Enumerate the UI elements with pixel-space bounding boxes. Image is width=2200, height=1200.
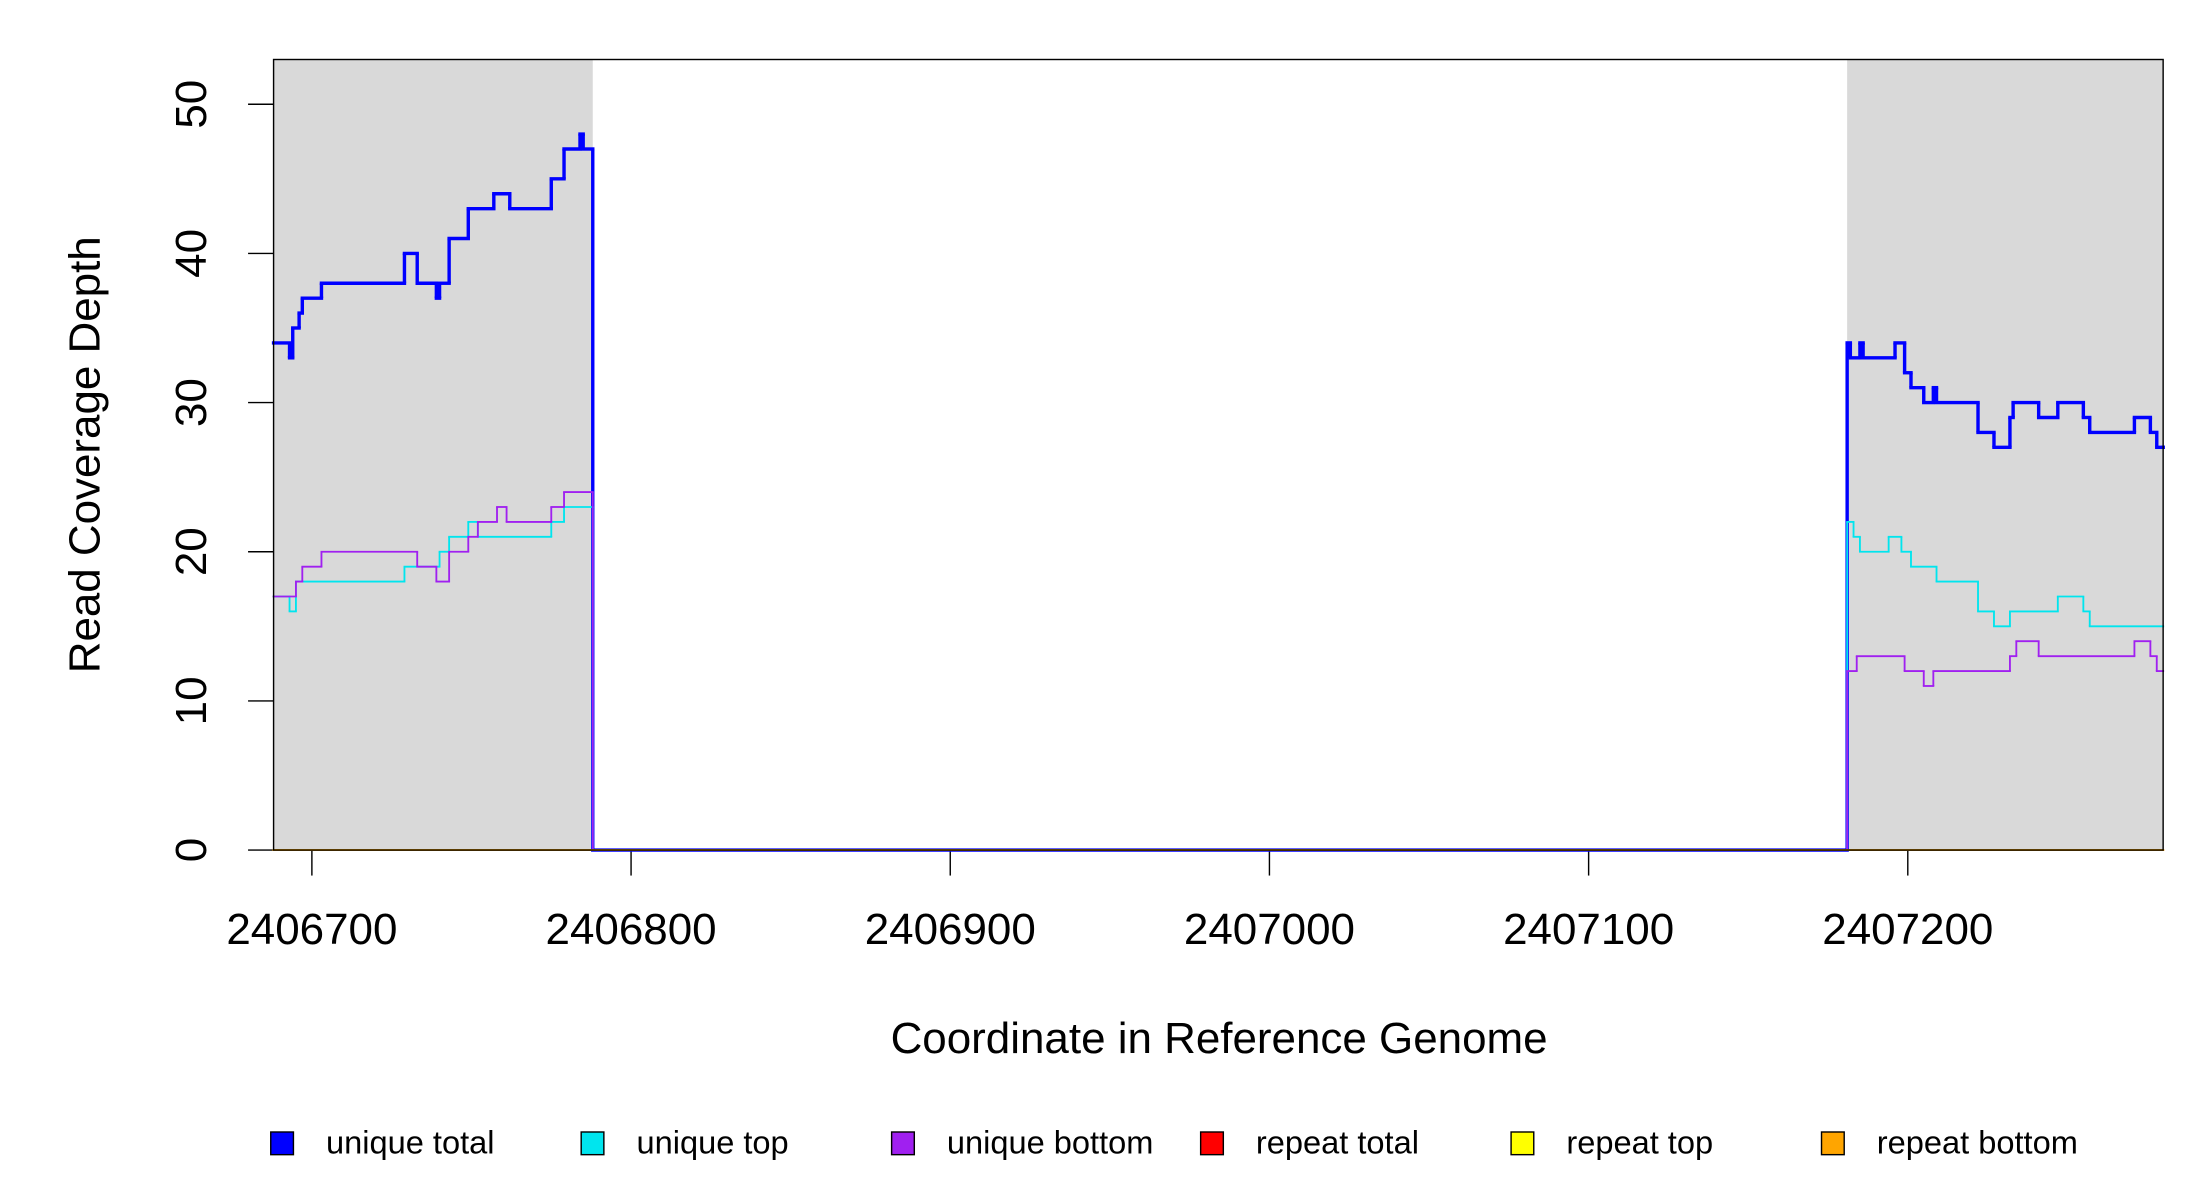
legend-label: unique top bbox=[636, 1123, 788, 1160]
legend-label: repeat total bbox=[1256, 1123, 1419, 1160]
y-axis-title: Read Coverage Depth bbox=[60, 236, 109, 673]
x-axis-title: Coordinate in Reference Genome bbox=[891, 1014, 1548, 1063]
legend-label: unique bottom bbox=[947, 1123, 1154, 1160]
step-riser bbox=[295, 492, 2158, 851]
y-tick-label: 10 bbox=[167, 676, 216, 725]
legend-label: repeat top bbox=[1566, 1123, 1713, 1160]
y-tick-label: 0 bbox=[167, 838, 216, 862]
y-tick-label: 40 bbox=[167, 229, 216, 278]
legend-swatch bbox=[890, 1131, 916, 1156]
y-tick-label: 20 bbox=[167, 527, 216, 576]
x-tick-label: 2406700 bbox=[226, 905, 397, 954]
highlight-region bbox=[273, 59, 593, 851]
legend-swatch bbox=[1199, 1131, 1225, 1156]
axis-layer: 2406700 2406800 2406900 2407000 2407100 24072… bbox=[167, 80, 1994, 954]
legend-label: unique total bbox=[326, 1123, 495, 1160]
legend-label: repeat bottom bbox=[1877, 1123, 2078, 1160]
legend-swatch bbox=[1820, 1131, 1845, 1156]
legend-swatch bbox=[270, 1131, 295, 1156]
legend-swatch bbox=[1510, 1131, 1535, 1156]
plot-frame bbox=[272, 58, 2164, 851]
x-tick-label: 2407100 bbox=[1503, 905, 1674, 954]
background-layer bbox=[273, 59, 2164, 851]
legend: unique total unique top unique bottom repea… bbox=[270, 1123, 2078, 1160]
x-tick-label: 2406900 bbox=[865, 905, 1036, 954]
x-tick-label: 2407200 bbox=[1822, 905, 1993, 954]
y-tick-label: 30 bbox=[167, 378, 216, 427]
y-tick-label: 50 bbox=[167, 80, 216, 129]
highlight-region bbox=[1847, 59, 2164, 851]
x-tick-label: 2407000 bbox=[1184, 905, 1355, 954]
legend-swatch bbox=[580, 1131, 605, 1156]
x-tick-label: 2406800 bbox=[546, 905, 717, 954]
